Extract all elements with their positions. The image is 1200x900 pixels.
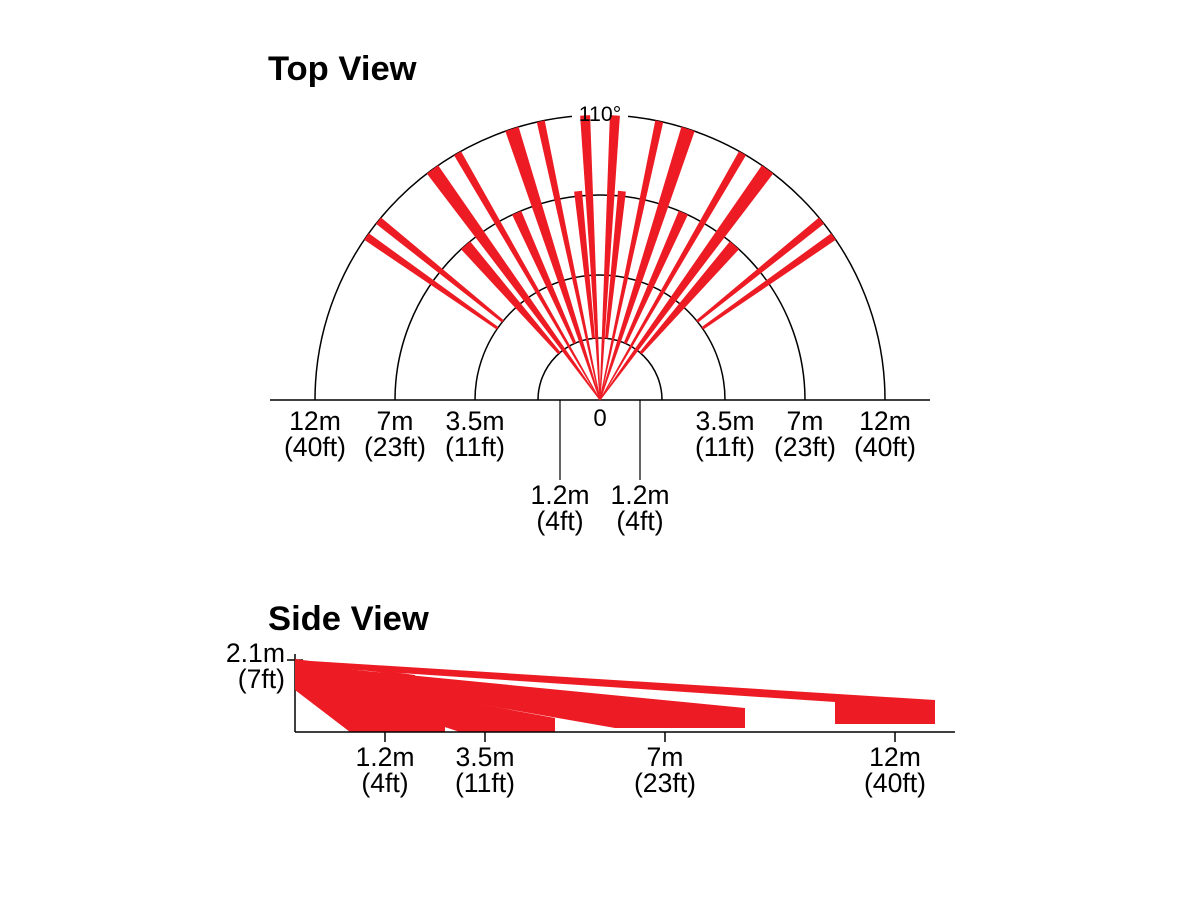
top-inner-ft-0: (4ft)	[536, 506, 583, 536]
top-dist-ft-1: (23ft)	[364, 432, 426, 462]
side-dist-ft-0: (4ft)	[361, 768, 408, 798]
top-dist-ft-5: (40ft)	[854, 432, 916, 462]
top-beam-19	[702, 233, 836, 329]
side-dist-ft-2: (23ft)	[634, 768, 696, 798]
top-dist-ft-4: (23ft)	[774, 432, 836, 462]
side-height-ft: (7ft)	[238, 664, 285, 694]
side-view: Side View2.1m(7ft)1.2m(4ft)3.5m(11ft)7m(…	[226, 600, 955, 798]
top-view: Top View110°012m(40ft)7m(23ft)3.5m(11ft)…	[268, 50, 930, 536]
sensor-coverage-diagram: Top View110°012m(40ft)7m(23ft)3.5m(11ft)…	[0, 0, 1200, 900]
top-dist-ft-3: (11ft)	[695, 432, 755, 462]
side-dist-ft-3: (40ft)	[864, 768, 926, 798]
center-zero-label: 0	[593, 405, 606, 432]
top-beam-0	[364, 233, 498, 329]
top-view-title: Top View	[268, 50, 417, 88]
top-inner-ft-1: (4ft)	[616, 506, 663, 536]
side-view-title: Side View	[268, 600, 429, 638]
top-dist-ft-2: (11ft)	[445, 432, 505, 462]
detection-angle-label: 110°	[579, 102, 621, 126]
side-dist-ft-1: (11ft)	[455, 768, 515, 798]
top-dist-ft-0: (40ft)	[284, 432, 346, 462]
